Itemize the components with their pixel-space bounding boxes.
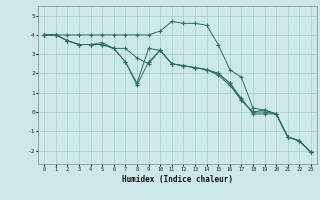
X-axis label: Humidex (Indice chaleur): Humidex (Indice chaleur) xyxy=(122,175,233,184)
